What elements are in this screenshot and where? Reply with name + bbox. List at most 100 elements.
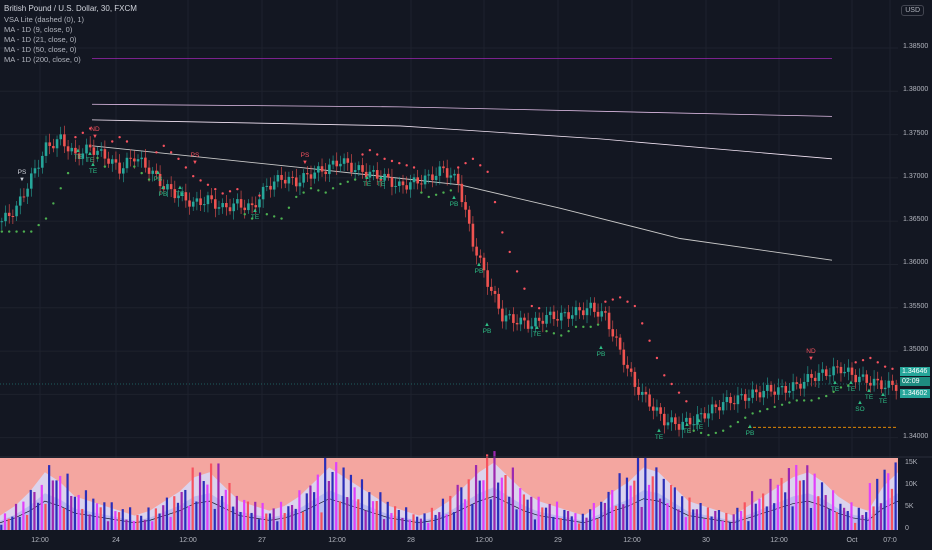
volume-bar bbox=[739, 510, 743, 530]
candle-body bbox=[795, 382, 799, 384]
candle-body bbox=[585, 308, 589, 316]
candle-body bbox=[416, 177, 420, 184]
volume-bar bbox=[151, 521, 154, 530]
volume-bar bbox=[754, 503, 757, 530]
volume-bar bbox=[625, 477, 629, 530]
candle-body bbox=[339, 163, 342, 167]
candle-body bbox=[372, 170, 375, 172]
candle-body bbox=[4, 212, 7, 222]
candle-body bbox=[456, 173, 460, 184]
candle-body bbox=[350, 162, 353, 173]
candle-body bbox=[887, 380, 891, 388]
triangle-up-icon: ▲ bbox=[484, 322, 490, 328]
volume-bar bbox=[84, 490, 88, 530]
volume-bar bbox=[651, 476, 654, 530]
candle-body bbox=[63, 134, 66, 147]
currency-button[interactable]: USD bbox=[901, 5, 924, 16]
signal-label: TE bbox=[864, 394, 874, 401]
signal-label: TE bbox=[878, 398, 888, 405]
candle-body bbox=[70, 147, 74, 152]
volume-bar bbox=[647, 484, 651, 530]
vsa-signal-te: ▲ TE bbox=[251, 208, 259, 222]
signal-label: TE bbox=[532, 331, 542, 338]
vsa-signal-so: ▲ SO bbox=[855, 400, 864, 414]
volume-bar bbox=[55, 480, 58, 530]
volume-bar bbox=[416, 516, 419, 530]
candle-body bbox=[122, 168, 125, 174]
candle-body bbox=[626, 364, 629, 369]
trail-dot bbox=[177, 157, 180, 161]
trail-dot bbox=[236, 187, 239, 191]
volume-bar bbox=[44, 503, 47, 530]
volume-bar bbox=[140, 515, 143, 530]
indicator-ma-50[interactable]: MA - 1D (50, close, 0) bbox=[4, 45, 77, 54]
trail-dot bbox=[537, 307, 541, 310]
candle-body bbox=[618, 337, 622, 350]
volume-bar bbox=[364, 510, 367, 530]
candle-body bbox=[324, 171, 327, 175]
triangle-up-icon: ▲ bbox=[476, 262, 482, 268]
indicator-ma-9[interactable]: MA - 1D (9, close, 0) bbox=[4, 25, 73, 34]
indicator-ma-200[interactable]: MA - 1D (200, close, 0) bbox=[4, 55, 81, 64]
volume-bar bbox=[390, 513, 393, 530]
symbol-title[interactable]: British Pound / U.S. Dollar, 30, FXCM bbox=[4, 4, 137, 13]
indicator-vsa-lite[interactable]: VSA Lite (dashed (0), 1) bbox=[4, 15, 85, 24]
trail-dot bbox=[221, 192, 224, 195]
volume-bar bbox=[670, 484, 673, 530]
volume-bar bbox=[894, 462, 897, 530]
signal-label: TE bbox=[175, 191, 185, 198]
volume-bar bbox=[673, 487, 676, 530]
candle-body bbox=[269, 185, 272, 190]
volume-bar bbox=[393, 506, 397, 530]
candle-body bbox=[272, 181, 276, 190]
candle-body bbox=[151, 170, 155, 174]
volume-bar bbox=[519, 488, 522, 530]
trail-dot bbox=[670, 382, 673, 386]
candle-body bbox=[166, 184, 169, 190]
candle-body bbox=[409, 182, 412, 190]
volume-bar bbox=[585, 517, 588, 530]
trail-dot bbox=[206, 183, 210, 187]
candle-body bbox=[232, 203, 235, 212]
candle-body bbox=[482, 257, 486, 271]
candle-body bbox=[144, 157, 147, 168]
candle-body bbox=[15, 205, 18, 217]
candle-body bbox=[710, 404, 714, 414]
volume-bar bbox=[283, 513, 286, 530]
volume-bar bbox=[7, 518, 10, 530]
candle-body bbox=[298, 182, 302, 187]
candle-body bbox=[508, 314, 512, 316]
volume-bar bbox=[232, 506, 235, 530]
time-tick: 12:00 bbox=[328, 537, 346, 544]
vsa-signal-pb: ▲ PB bbox=[475, 262, 484, 276]
candle-body bbox=[55, 139, 59, 149]
trail-dot bbox=[560, 334, 563, 337]
signal-label: PS bbox=[17, 169, 27, 176]
signal-label: PB bbox=[153, 176, 163, 183]
volume-bar bbox=[861, 514, 864, 530]
trail-dot bbox=[758, 410, 762, 413]
volume-bar bbox=[191, 467, 194, 530]
volume-bar bbox=[11, 516, 14, 530]
volume-bar bbox=[636, 458, 640, 530]
candle-body bbox=[596, 311, 600, 317]
trail-dot bbox=[839, 386, 843, 389]
volume-bar bbox=[73, 496, 77, 530]
candle-body bbox=[806, 374, 810, 382]
volume-bar bbox=[784, 492, 787, 530]
volume-bar bbox=[224, 489, 227, 530]
volume-bar bbox=[106, 521, 110, 530]
candle-body bbox=[784, 386, 788, 393]
candle-body bbox=[155, 170, 158, 174]
candle-body bbox=[644, 391, 648, 395]
trail-dot bbox=[420, 191, 423, 194]
trail-dot bbox=[714, 431, 718, 435]
candle-body bbox=[401, 181, 405, 186]
candle-body bbox=[736, 395, 740, 405]
triangle-up-icon: ▲ bbox=[598, 345, 604, 351]
time-tick: 12:00 bbox=[179, 537, 197, 544]
indicator-ma-21[interactable]: MA - 1D (21, close, 0) bbox=[4, 35, 77, 44]
candle-body bbox=[593, 302, 596, 312]
volume-bar bbox=[658, 498, 662, 530]
